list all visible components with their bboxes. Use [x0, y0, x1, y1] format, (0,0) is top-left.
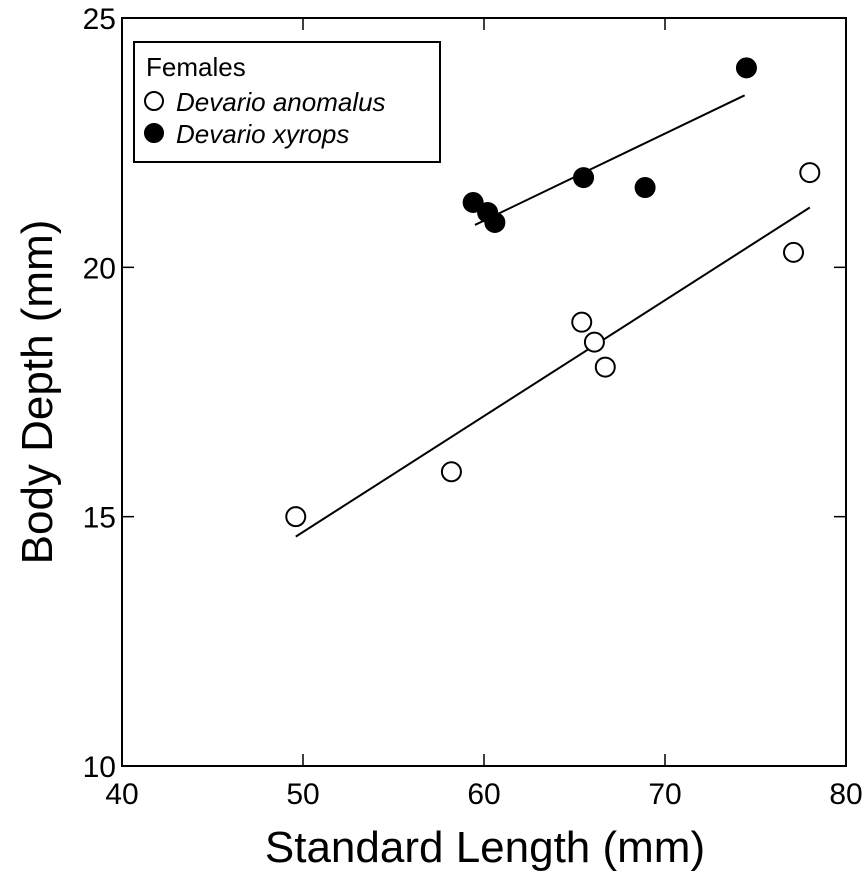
- legend-marker-open: [144, 91, 164, 111]
- fit-line-series-0: [295, 206, 811, 538]
- filled-point: [735, 57, 757, 79]
- x-tick-label: 40: [105, 778, 138, 811]
- fit-line-series-1: [474, 94, 746, 226]
- filled-point: [462, 192, 484, 214]
- y-tick-label: 10: [83, 751, 116, 784]
- x-tick-label: 70: [648, 778, 681, 811]
- regression-lines: [295, 94, 811, 538]
- x-tick-label: 60: [467, 778, 500, 811]
- filled-point: [484, 211, 506, 233]
- open-point: [799, 162, 821, 184]
- legend-box: [133, 41, 441, 163]
- filled-point: [573, 167, 595, 189]
- axis-ticks: 40 50 60 70 80 10 15 20 25: [83, 3, 863, 811]
- legend-label: Devario xyrops: [176, 119, 349, 149]
- legend-marker-filled: [144, 123, 164, 143]
- open-point: [440, 461, 462, 483]
- open-point: [571, 311, 593, 333]
- x-tick-label: 80: [829, 778, 862, 811]
- open-point: [594, 356, 616, 378]
- y-axis-title: Body Depth (mm): [13, 220, 62, 565]
- open-point: [783, 241, 805, 263]
- y-tick-label: 25: [83, 3, 116, 36]
- y-tick-label: 15: [83, 502, 116, 535]
- open-point: [285, 506, 307, 528]
- filled-point: [634, 177, 656, 199]
- legend-label: Devario anomalus: [176, 87, 386, 117]
- open-point: [583, 331, 605, 353]
- y-tick-label: 20: [83, 252, 116, 285]
- legend-title: Females: [146, 52, 246, 82]
- x-tick-label: 50: [286, 778, 319, 811]
- data-points: [285, 57, 821, 528]
- x-axis-title: Standard Length (mm): [265, 823, 705, 872]
